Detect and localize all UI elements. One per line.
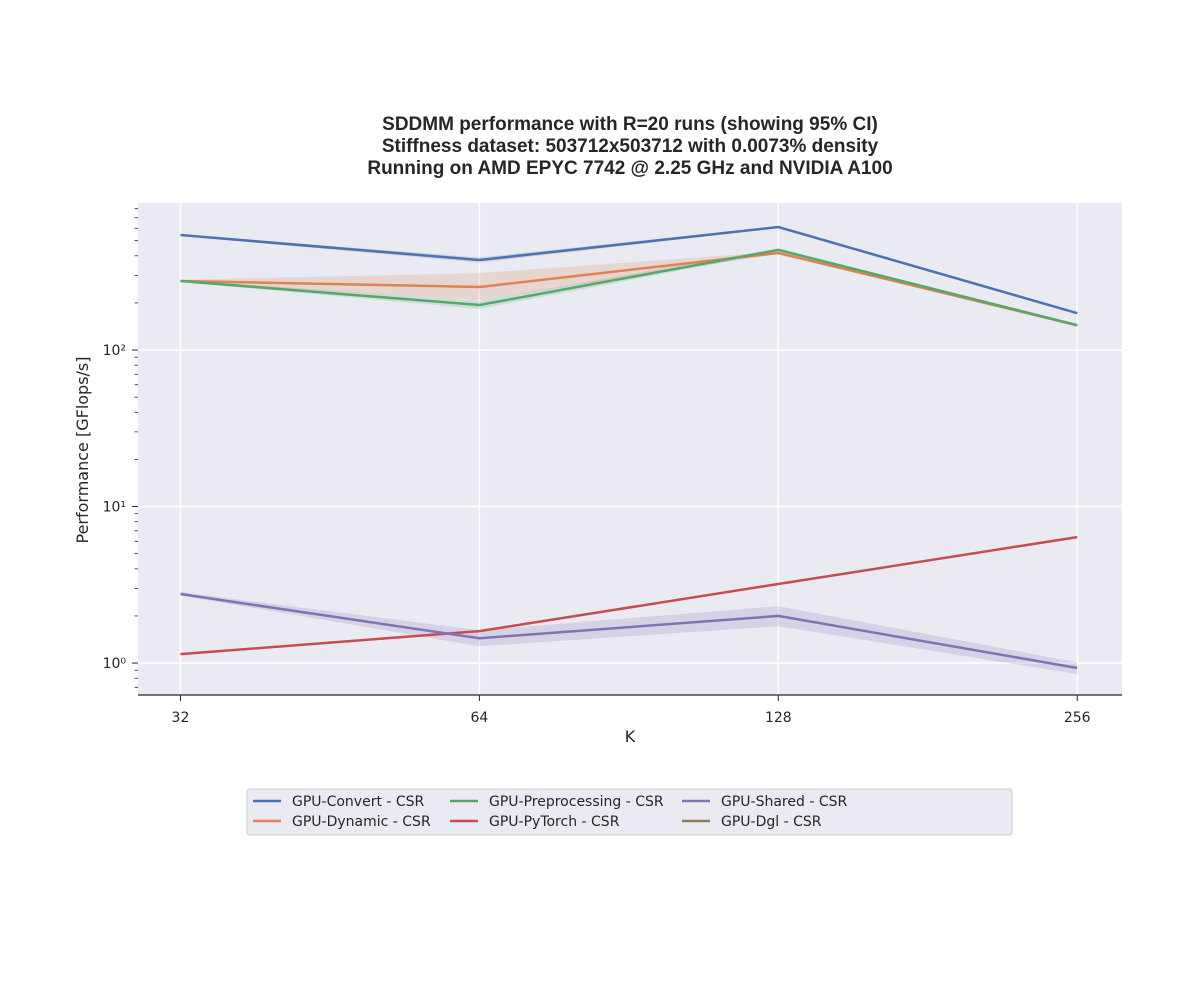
line <box>180 535 1078 656</box>
legend-label: GPU-Dgl - CSR <box>721 814 822 830</box>
chart-title: Running on AMD EPYC 7742 @ 2.25 GHz and … <box>367 158 892 179</box>
line <box>180 592 1078 670</box>
x-tick-label: 128 <box>765 710 792 726</box>
line <box>180 251 1078 327</box>
chart-title: Stiffness dataset: 503712x503712 with 0.… <box>382 136 879 157</box>
x-axis-label: K <box>625 727 636 746</box>
y-tick-label: 10¹ <box>103 500 126 516</box>
legend <box>246 788 1013 836</box>
line <box>180 225 1078 315</box>
legend-label: GPU-Convert - CSR <box>292 794 425 810</box>
y-tick-label: 10⁰ <box>103 656 127 672</box>
y-tick-label: 10² <box>103 343 126 359</box>
legend-label: GPU-Dynamic - CSR <box>292 814 431 830</box>
line <box>180 248 1078 327</box>
ci-band <box>180 592 1078 675</box>
chart-title: SDDMM performance with R=20 runs (showin… <box>382 114 878 135</box>
x-tick-label: 32 <box>172 710 190 726</box>
y-axis-label: Performance [GFlops/s] <box>73 356 92 543</box>
x-tick-label: 256 <box>1064 710 1091 726</box>
legend-label: GPU-Preprocessing - CSR <box>489 794 664 810</box>
legend-label: GPU-PyTorch - CSR <box>489 814 620 830</box>
legend-label: GPU-Shared - CSR <box>721 794 847 810</box>
grid <box>138 203 1122 695</box>
x-tick-label: 64 <box>470 710 488 726</box>
